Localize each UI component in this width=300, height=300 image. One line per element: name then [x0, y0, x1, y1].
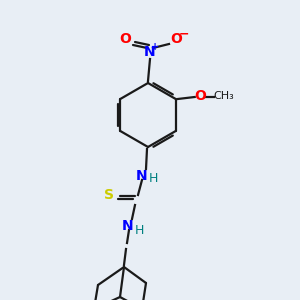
Text: CH₃: CH₃ [213, 91, 234, 101]
Text: O: O [119, 32, 131, 46]
Text: H: H [134, 224, 144, 236]
Text: N: N [122, 219, 134, 233]
Text: −: − [179, 28, 189, 40]
Text: +: + [152, 43, 160, 52]
Text: N: N [136, 169, 148, 183]
Text: H: H [148, 172, 158, 185]
Text: O: O [194, 89, 206, 103]
Text: S: S [104, 188, 114, 202]
Text: O: O [170, 32, 182, 46]
Text: N: N [144, 45, 156, 59]
